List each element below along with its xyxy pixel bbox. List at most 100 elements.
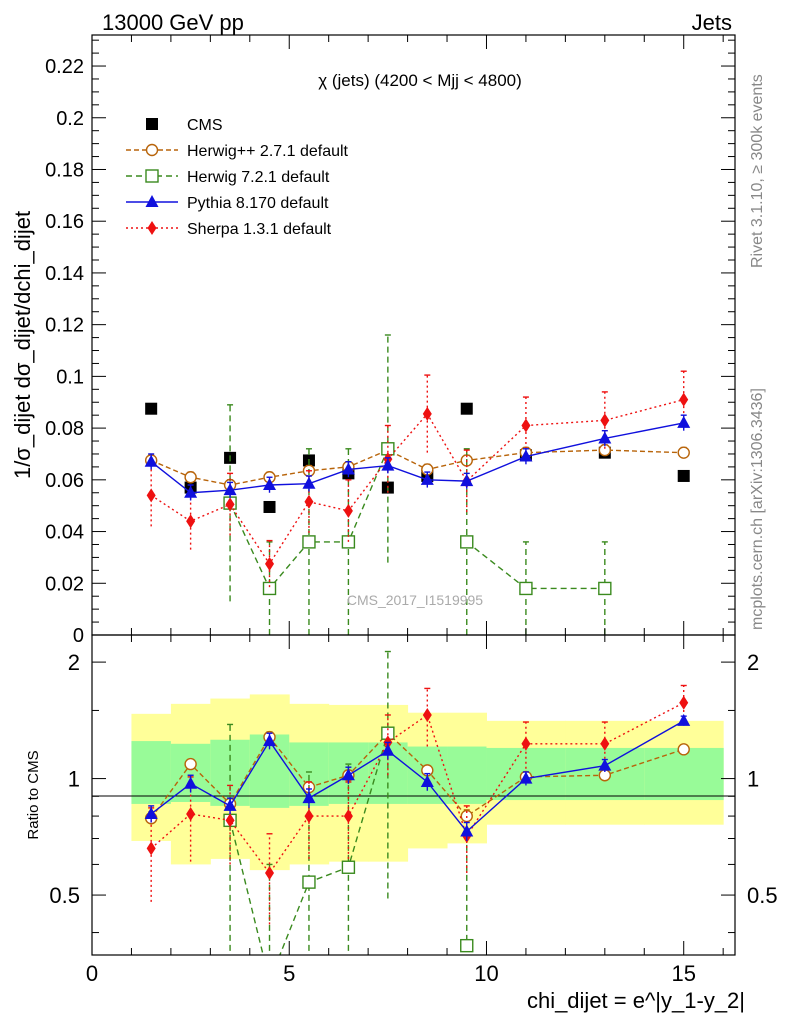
ratio-point-sherpa-1-3-1-default-2 bbox=[225, 813, 235, 828]
ratio-point-pythia-8-170-default-6 bbox=[381, 743, 395, 756]
ytick-ratio-label-1: 1 bbox=[68, 767, 80, 792]
main-point-herwig-7-2-1-default-9 bbox=[519, 581, 533, 596]
ytick-main-label-0.02: 0.02 bbox=[45, 573, 84, 595]
main-point-herwig-7-2-1-default-3 bbox=[262, 581, 277, 596]
ratio-point-herwig-2-7-1-default-1 bbox=[184, 757, 197, 771]
main-point-cms-11 bbox=[677, 469, 690, 482]
legend-marker-herwig-2-7-1-default bbox=[145, 143, 159, 157]
ytick-main-label-0.16: 0.16 bbox=[45, 211, 84, 233]
legend-label-sherpa-1-3-1-default: Sherpa 1.3.1 default bbox=[187, 221, 332, 238]
y-axis-label-ratio: Ratio to CMS bbox=[25, 750, 42, 839]
ratio-line-sherpa-1-3-1-default-0 bbox=[150, 702, 685, 875]
ytick-ratio-label-right-2: 2 bbox=[747, 650, 759, 675]
main-line-herwig-7-2-1-default-1 bbox=[466, 541, 605, 590]
legend-label-herwig-2-7-1-default: Herwig++ 2.7.1 default bbox=[187, 143, 349, 160]
ytick-main-label-0.22: 0.22 bbox=[45, 56, 84, 78]
main-point-herwig-2-7-1-default-1 bbox=[184, 471, 197, 484]
main-line-herwig-2-7-1-default-0 bbox=[150, 449, 684, 486]
legend-marker-sherpa-1-3-1-default bbox=[147, 221, 157, 235]
ratio-point-pythia-8-170-default-2 bbox=[223, 798, 237, 811]
main-point-sherpa-1-3-1-default-11 bbox=[679, 392, 689, 407]
xtick-label-15: 15 bbox=[671, 961, 695, 986]
main-point-sherpa-1-3-1-default-0 bbox=[146, 488, 156, 503]
main-point-sherpa-1-3-1-default-10 bbox=[600, 413, 610, 428]
ytick-main-label-0.04: 0.04 bbox=[45, 522, 84, 544]
y-axis-label-main: 1/σ_dijet dσ_dijet/dchi_dijet bbox=[10, 211, 35, 479]
legend-label-pythia-8-170-default: Pythia 8.170 default bbox=[187, 195, 329, 212]
ratio-point-pythia-8-170-default-0 bbox=[144, 806, 158, 819]
main-point-pythia-8-170-default-8 bbox=[460, 474, 474, 487]
main-point-cms-3 bbox=[263, 500, 276, 513]
watermark: CMS_2017_I1519995 bbox=[347, 592, 483, 608]
ratio-series-herwig-7-2-1-default bbox=[223, 650, 474, 955]
ratio-point-pythia-8-170-default-11 bbox=[677, 713, 691, 726]
header-left: 13000 GeV pp bbox=[102, 10, 244, 35]
ratio-point-sherpa-1-3-1-default-0 bbox=[146, 841, 156, 856]
ratio-point-pythia-8-170-default-3 bbox=[263, 734, 277, 747]
ratio-point-sherpa-1-3-1-default-5 bbox=[343, 809, 353, 824]
ytick-main-label-0.2: 0.2 bbox=[56, 108, 84, 130]
band-inner-0 bbox=[131, 741, 172, 804]
main-point-sherpa-1-3-1-default-9 bbox=[521, 418, 531, 433]
xtick-label-0: 0 bbox=[86, 961, 98, 986]
legend-marker-pythia-8-170-default bbox=[145, 195, 159, 207]
legend-marker-cms bbox=[146, 118, 158, 130]
ytick-main-label-0.14: 0.14 bbox=[45, 263, 84, 285]
main-point-sherpa-1-3-1-default-3 bbox=[265, 556, 275, 571]
main-point-pythia-8-170-default-1 bbox=[184, 485, 198, 498]
plot-title: χ (jets) (4200 < Mjj < 4800) bbox=[318, 71, 522, 90]
ratio-point-pythia-8-170-default-5 bbox=[341, 768, 355, 781]
ratio-point-sherpa-1-3-1-default-10 bbox=[600, 736, 610, 751]
ratio-point-sherpa-1-3-1-default-9 bbox=[521, 736, 531, 751]
band-inner-1 bbox=[170, 743, 211, 802]
header-right: Jets bbox=[692, 10, 732, 35]
xtick-label-10: 10 bbox=[474, 961, 498, 986]
legend-marker-herwig-7-2-1-default bbox=[145, 169, 159, 183]
xtick-label-5: 5 bbox=[283, 961, 295, 986]
main-point-pythia-8-170-default-10 bbox=[598, 431, 612, 444]
ratio-series-layer bbox=[144, 650, 691, 955]
x-axis-label: chi_dijet = e^|y_1-y_2| bbox=[527, 988, 745, 1013]
ratio-point-pythia-8-170-default-10 bbox=[598, 758, 612, 771]
main-point-pythia-8-170-default-7 bbox=[420, 472, 434, 485]
main-point-sherpa-1-3-1-default-5 bbox=[343, 503, 353, 518]
ytick-main-label-0.1: 0.1 bbox=[56, 366, 84, 388]
ratio-point-sherpa-1-3-1-default-7 bbox=[422, 707, 432, 722]
ytick-main-label-0.06: 0.06 bbox=[45, 470, 84, 492]
main-series-layer bbox=[144, 334, 691, 635]
ytick-ratio-label-right-1: 1 bbox=[747, 767, 759, 792]
main-point-herwig-7-2-1-default-8 bbox=[460, 535, 474, 549]
ytick-main-label-0: 0 bbox=[73, 625, 84, 647]
main-point-sherpa-1-3-1-default-1 bbox=[186, 514, 196, 529]
ratio-point-herwig-2-7-1-default-11 bbox=[677, 743, 690, 756]
ratio-point-herwig-7-2-1-default-4 bbox=[302, 875, 316, 889]
mcplots-label: mcplots.cern.ch [arXiv:1306.3436] bbox=[749, 388, 766, 630]
ratio-point-pythia-8-170-default-8 bbox=[460, 824, 474, 837]
ratio-point-pythia-8-170-default-9 bbox=[519, 771, 533, 784]
main-point-pythia-8-170-default-6 bbox=[381, 458, 395, 471]
main-point-pythia-8-170-default-11 bbox=[677, 415, 691, 428]
main-point-pythia-8-170-default-4 bbox=[302, 476, 316, 489]
ytick-main-label-0.18: 0.18 bbox=[45, 159, 84, 181]
ytick-ratio-label-2: 2 bbox=[68, 650, 80, 675]
main-point-pythia-8-170-default-0 bbox=[144, 454, 158, 467]
main-series-herwig-7-2-1-default bbox=[223, 334, 612, 635]
axis-ticks: 0 0.02 0.04 0.06 0.08 0.1 0.12 0.14 0.16 0.18 0.2 0… bbox=[45, 35, 778, 986]
ratio-point-sherpa-1-3-1-default-11 bbox=[679, 695, 689, 710]
main-point-pythia-8-170-default-2 bbox=[223, 483, 237, 496]
main-point-pythia-8-170-default-9 bbox=[519, 449, 533, 462]
y-axis-label-main-text: 1/σ_dijet dσ_dijet/dchi_dijet bbox=[10, 211, 35, 479]
ratio-point-pythia-8-170-default-1 bbox=[184, 776, 198, 789]
legend: CMS Herwig++ 2.7.1 default Herwig 7.2.1 de… bbox=[126, 117, 349, 238]
main-point-sherpa-1-3-1-default-2 bbox=[225, 497, 235, 512]
ratio-point-pythia-8-170-default-7 bbox=[420, 774, 434, 787]
legend-label-herwig-7-2-1-default: Herwig 7.2.1 default bbox=[187, 169, 330, 186]
main-point-sherpa-1-3-1-default-4 bbox=[304, 494, 314, 509]
legend-label-cms: CMS bbox=[187, 117, 223, 134]
ytick-ratio-label-right-0.5: 0.5 bbox=[747, 883, 778, 908]
main-point-sherpa-1-3-1-default-7 bbox=[422, 406, 432, 421]
ratio-point-sherpa-1-3-1-default-3 bbox=[265, 866, 275, 881]
main-point-cms-0 bbox=[145, 402, 158, 415]
ratio-point-pythia-8-170-default-4 bbox=[302, 791, 316, 804]
